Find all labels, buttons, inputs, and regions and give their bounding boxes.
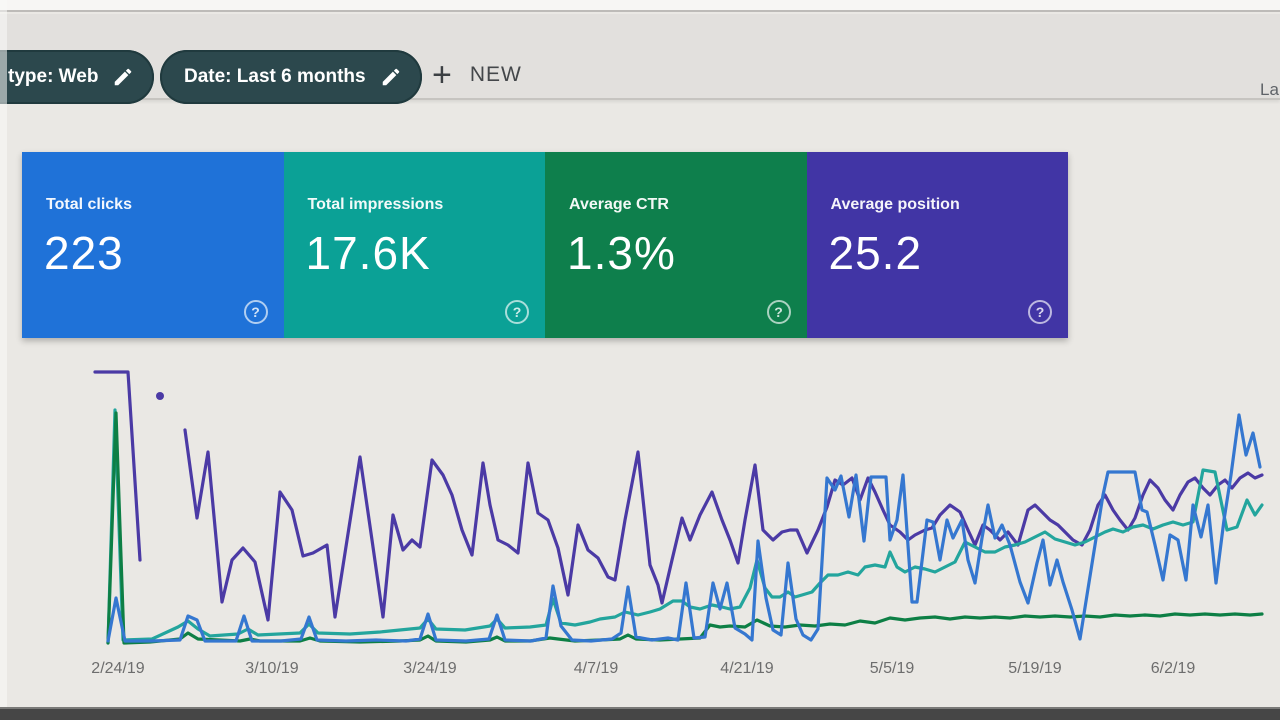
- pencil-icon[interactable]: [112, 66, 134, 88]
- metric-card-total-impressions[interactable]: Total impressions 17.6K ?: [283, 152, 545, 338]
- metric-cards-row: Total clicks 223 ? Total impressions 17.…: [22, 152, 1068, 338]
- series-line-average-position: [93, 370, 142, 562]
- new-filter-label: NEW: [469, 63, 522, 86]
- x-axis-label: 2/24/19: [91, 660, 145, 677]
- filter-chip-label: type: Web: [8, 66, 99, 87]
- x-axis-label: 5/19/19: [1008, 660, 1062, 677]
- metric-card-average-ctr[interactable]: Average CTR 1.3% ?: [545, 152, 807, 338]
- pencil-icon[interactable]: [380, 66, 402, 88]
- help-icon[interactable]: ?: [505, 300, 529, 324]
- metric-card-value: 17.6K: [305, 227, 431, 279]
- screen-left-edge: [0, 0, 7, 720]
- metric-card-label: Total clicks: [46, 196, 132, 213]
- x-axis-label: 3/10/19: [245, 660, 299, 677]
- help-icon[interactable]: ?: [766, 300, 791, 324]
- metric-card-label: Total impressions: [307, 196, 444, 213]
- screen-bottom-bezel: [0, 707, 1280, 720]
- metric-card-value: 25.2: [828, 227, 923, 279]
- x-axis-label: 5/5/19: [869, 660, 915, 677]
- help-icon[interactable]: ?: [243, 300, 268, 324]
- x-axis-label: 4/21/19: [720, 660, 774, 677]
- performance-chart-svg[interactable]: [0, 355, 1280, 655]
- metric-card-label: Average position: [830, 196, 960, 213]
- screen-top-edge: [0, 0, 1280, 12]
- x-axis-label: 4/7/19: [573, 660, 619, 677]
- x-axis-label: 6/2/19: [1150, 660, 1196, 677]
- metric-card-label: Average CTR: [569, 196, 669, 213]
- filter-chip-label: Date: Last 6 months: [184, 66, 366, 87]
- metric-card-average-position[interactable]: Average position 25.2 ?: [806, 152, 1068, 338]
- metric-card-value: 1.3%: [567, 227, 676, 279]
- series-line-total-clicks: [106, 413, 1262, 643]
- metric-card-total-clicks[interactable]: Total clicks 223 ?: [22, 152, 284, 338]
- performance-chart[interactable]: [0, 355, 1280, 655]
- new-filter-button[interactable]: + NEW: [432, 56, 522, 94]
- chart-x-axis: 2/24/19 3/10/19 3/24/19 4/7/19 4/21/19 5/5/19…: [0, 660, 1280, 686]
- filter-toolbar: type: Web Date: Last 6 months + NEW: [0, 14, 1280, 104]
- series-line-average-position: [183, 428, 1264, 622]
- partial-last-updated-text: La: [1260, 80, 1279, 99]
- filter-chip-date-range[interactable]: Date: Last 6 months: [160, 50, 422, 104]
- metric-card-value: 223: [44, 227, 124, 279]
- plus-icon: +: [432, 56, 452, 94]
- series-line-total-impressions: [106, 408, 1264, 645]
- x-axis-label: 3/24/19: [403, 660, 457, 677]
- help-icon[interactable]: ?: [1028, 300, 1052, 324]
- filter-chip-search-type[interactable]: type: Web: [0, 50, 155, 104]
- series-point-average-position: [156, 392, 164, 400]
